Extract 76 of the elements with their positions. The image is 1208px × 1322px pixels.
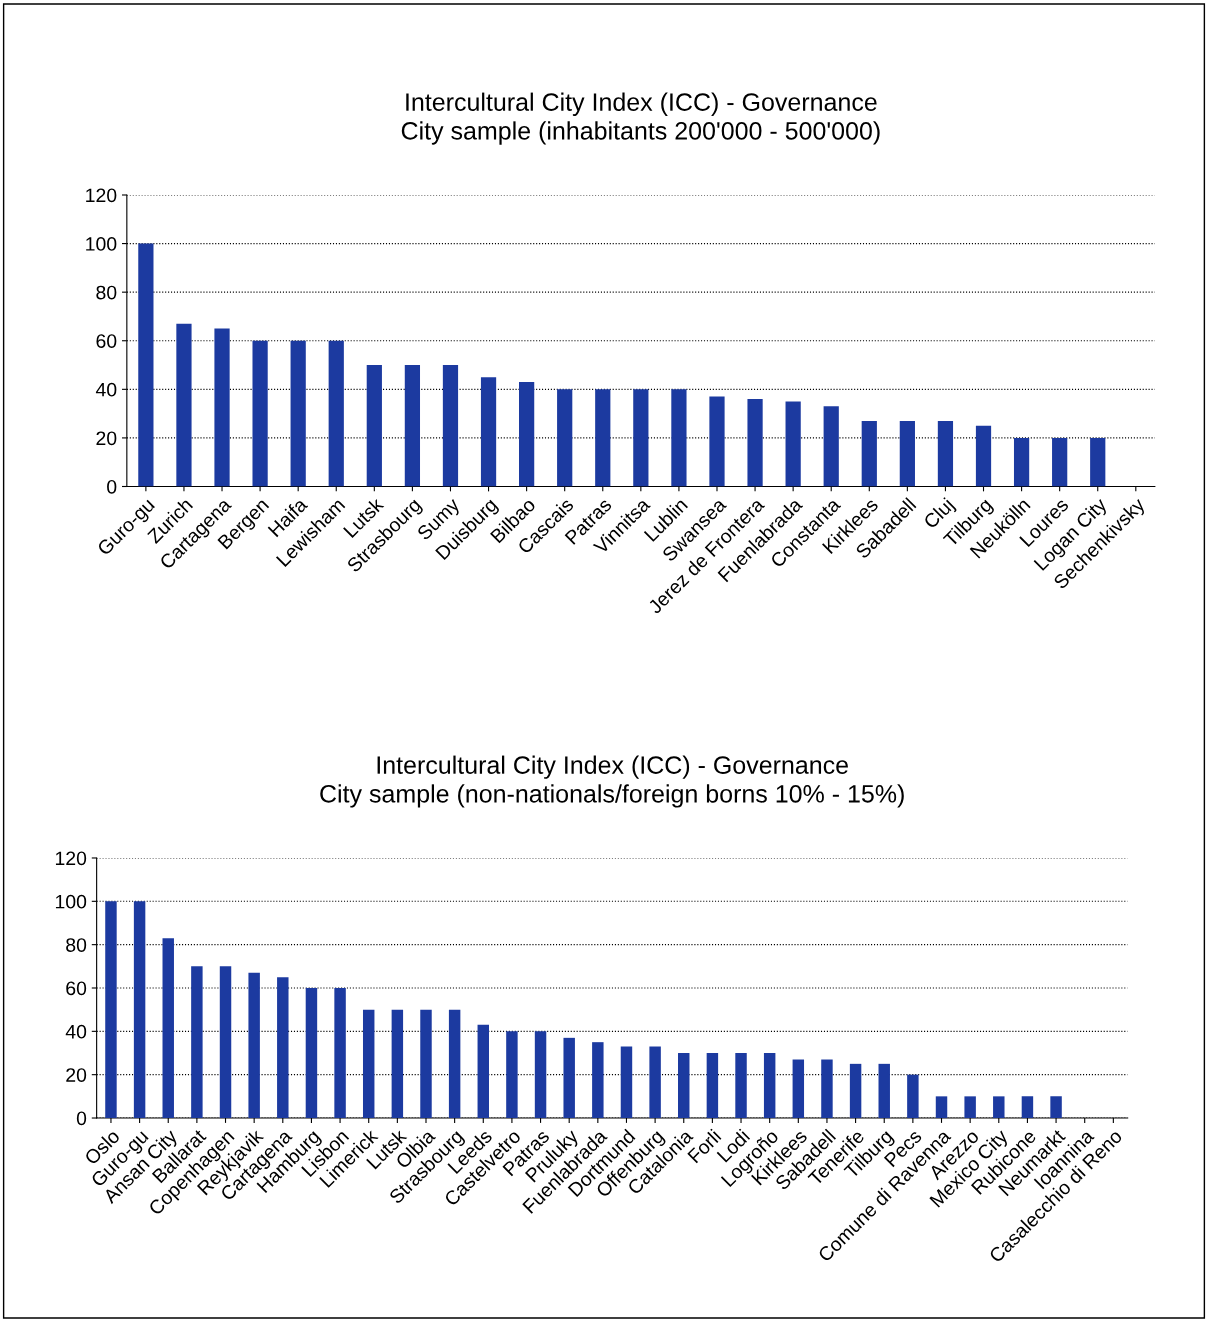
bar bbox=[899, 420, 915, 487]
bar bbox=[649, 1046, 661, 1119]
bar bbox=[709, 396, 725, 487]
bar bbox=[592, 1042, 604, 1119]
bar bbox=[162, 938, 174, 1119]
bar bbox=[563, 1037, 575, 1119]
bar bbox=[534, 1031, 547, 1119]
bar bbox=[362, 1009, 375, 1119]
bar bbox=[678, 1053, 690, 1119]
bar bbox=[366, 365, 382, 487]
bar bbox=[133, 901, 146, 1119]
bar bbox=[735, 1053, 747, 1119]
y-tick-label: 20 bbox=[96, 431, 117, 446]
y-tick-label: 80 bbox=[96, 285, 117, 300]
bar bbox=[964, 1096, 976, 1119]
bar bbox=[477, 1024, 489, 1119]
y-tick-label: 60 bbox=[66, 981, 87, 996]
bar bbox=[937, 420, 954, 487]
bar bbox=[1090, 437, 1106, 487]
y-tick-label: 80 bbox=[66, 938, 87, 952]
bar bbox=[620, 1046, 633, 1119]
bar bbox=[448, 1009, 461, 1119]
bar bbox=[334, 988, 346, 1119]
bar bbox=[823, 406, 839, 487]
bar bbox=[328, 340, 344, 487]
bar bbox=[849, 1063, 862, 1119]
bar bbox=[442, 365, 459, 487]
bar bbox=[595, 389, 611, 487]
y-tick-label: 100 bbox=[86, 237, 117, 251]
bar bbox=[861, 420, 877, 487]
bar bbox=[420, 1009, 432, 1119]
y-tick-label: 40 bbox=[95, 382, 117, 397]
bar bbox=[671, 389, 687, 487]
chart-title: Intercultural City Index (ICC) - Governance City sample (non-nationals/foreign borns 10% - 15%) bbox=[320, 755, 904, 808]
bar bbox=[214, 328, 230, 487]
bar bbox=[506, 1031, 518, 1119]
y-tick-label: 20 bbox=[66, 1068, 87, 1082]
bar bbox=[1021, 1096, 1034, 1119]
y-tick-label: 100 bbox=[55, 894, 87, 909]
bar bbox=[993, 1096, 1005, 1119]
y-tick-label: 60 bbox=[96, 334, 117, 348]
bar bbox=[1013, 437, 1030, 487]
bar bbox=[191, 966, 203, 1119]
bar bbox=[792, 1059, 805, 1119]
bar bbox=[878, 1063, 890, 1119]
bar bbox=[277, 977, 289, 1119]
bar bbox=[176, 323, 192, 487]
chart-title: Intercultural City Index (ICC) - Governance City sample (inhabitants 200'000 - 500'000) bbox=[401, 92, 880, 145]
bar bbox=[747, 399, 763, 487]
bar bbox=[105, 901, 117, 1119]
bar bbox=[821, 1059, 833, 1119]
bar bbox=[1050, 1096, 1062, 1119]
bar bbox=[633, 389, 649, 487]
bar bbox=[557, 389, 573, 487]
bar bbox=[907, 1074, 919, 1119]
bar bbox=[290, 340, 306, 487]
bar bbox=[763, 1053, 776, 1119]
bar bbox=[305, 988, 318, 1119]
bar bbox=[519, 382, 535, 487]
bar bbox=[480, 377, 497, 487]
bar bbox=[391, 1009, 404, 1119]
y-tick-label: 120 bbox=[86, 188, 117, 203]
bar bbox=[935, 1096, 948, 1119]
bar bbox=[404, 365, 421, 487]
y-tick-label: 0 bbox=[107, 479, 117, 494]
bar bbox=[138, 243, 154, 487]
bar bbox=[1052, 437, 1068, 487]
bar bbox=[706, 1053, 719, 1119]
bar bbox=[785, 401, 801, 487]
y-tick-label: 40 bbox=[65, 1024, 87, 1039]
bar bbox=[975, 425, 992, 487]
bar bbox=[252, 340, 268, 487]
y-tick-label: 120 bbox=[55, 851, 87, 866]
bar bbox=[219, 966, 232, 1119]
y-tick-label: 0 bbox=[76, 1111, 87, 1126]
bar bbox=[248, 972, 260, 1119]
